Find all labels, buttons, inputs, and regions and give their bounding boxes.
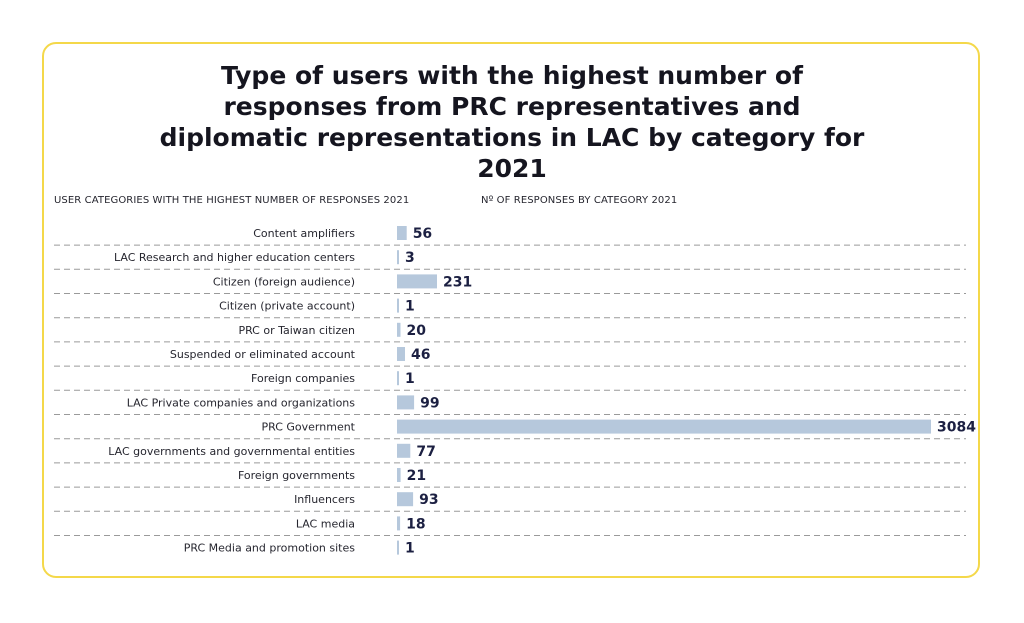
value-label: 93 (419, 492, 438, 508)
category-label: Foreign governments (238, 469, 355, 482)
bar (397, 492, 414, 507)
category-label: PRC Media and promotion sites (184, 542, 356, 555)
chart-card (42, 42, 980, 578)
value-label: 46 (411, 347, 430, 363)
category-label: Citizen (private account) (219, 300, 355, 313)
category-axis-label: USER CATEGORIES WITH THE HIGHEST NUMBER … (54, 195, 410, 206)
bar (397, 419, 931, 434)
category-label: LAC governments and governmental entitie… (108, 445, 355, 458)
category-label: PRC Government (261, 421, 355, 434)
category-label: LAC Private companies and organizations (127, 396, 356, 409)
category-label: Influencers (294, 493, 355, 506)
category-label: Suspended or eliminated account (170, 348, 356, 361)
category-label: LAC Research and higher education center… (114, 251, 355, 264)
bar (397, 298, 399, 313)
chart-title: Type of users with the highest number of… (159, 61, 865, 183)
category-label: LAC media (296, 517, 355, 530)
value-label: 21 (407, 468, 426, 484)
value-label: 77 (416, 444, 435, 460)
bar (397, 395, 415, 410)
bar (397, 371, 399, 386)
value-label: 99 (420, 395, 439, 411)
bar (397, 347, 405, 361)
bar (397, 468, 401, 482)
bar (397, 322, 401, 337)
bar (397, 540, 399, 555)
bar (397, 226, 407, 240)
bar (397, 443, 411, 458)
value-label: 56 (413, 226, 432, 242)
value-label: 231 (443, 274, 472, 290)
category-label: Citizen (foreign audience) (213, 275, 355, 288)
category-label: Content amplifiers (253, 227, 355, 240)
value-label: 3084 (937, 420, 976, 436)
bar (397, 274, 437, 289)
value-label: 1 (405, 541, 415, 557)
value-label: 1 (405, 371, 415, 387)
value-label: 18 (406, 516, 425, 532)
category-label: PRC or Taiwan citizen (238, 324, 355, 337)
value-axis-label: Nº OF RESPONSES BY CATEGORY 2021 (481, 195, 678, 206)
value-label: 20 (406, 323, 426, 339)
value-label: 1 (405, 299, 415, 315)
value-label: 3 (405, 250, 415, 266)
category-label: Foreign companies (251, 372, 355, 385)
bar (397, 516, 401, 531)
bar (397, 250, 399, 265)
